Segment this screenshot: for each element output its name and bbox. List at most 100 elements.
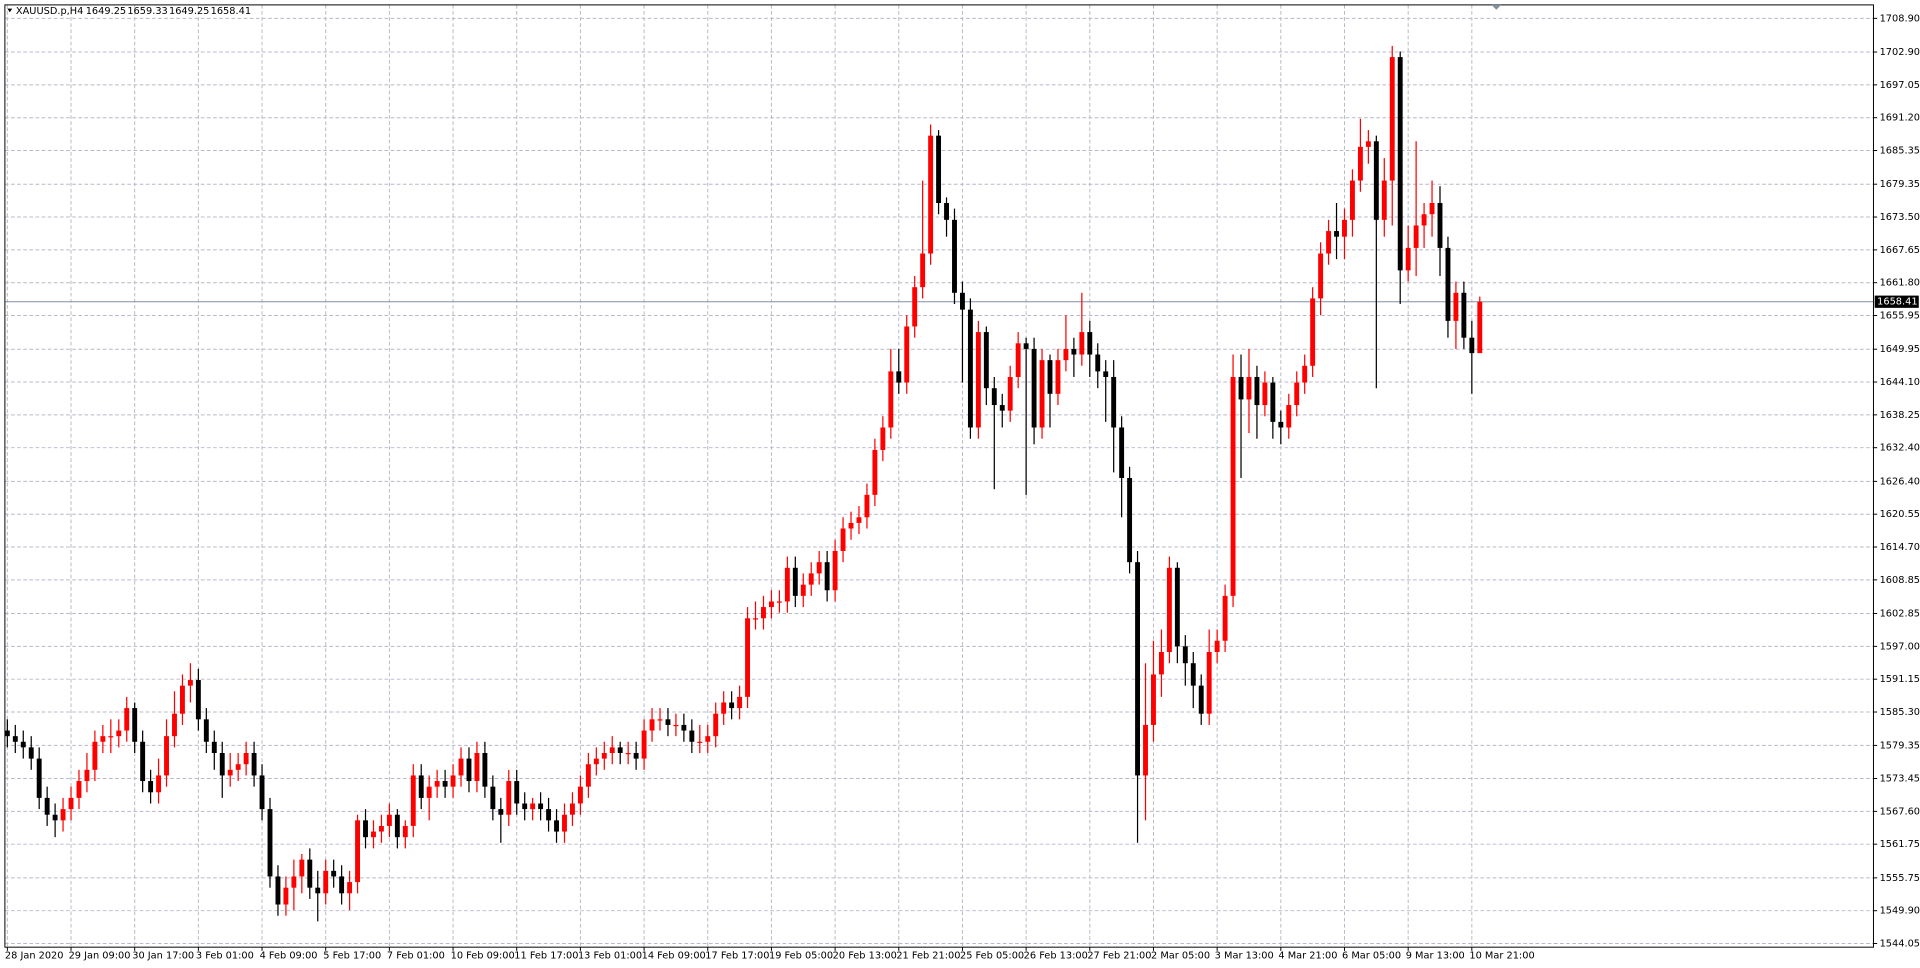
candle-body: [633, 752, 639, 759]
header-close: 1658.41: [211, 6, 251, 17]
candle-body: [52, 814, 58, 821]
candle-body: [617, 747, 623, 753]
candle-body: [1381, 180, 1387, 220]
candle-body: [824, 562, 830, 591]
current-price-box: [1874, 295, 1919, 308]
candle-body: [1031, 348, 1037, 428]
candle-body: [952, 219, 957, 293]
candle-body: [235, 764, 241, 770]
candle-body: [1461, 292, 1467, 338]
candle-body: [1079, 332, 1085, 355]
candle-body: [307, 859, 313, 888]
y-tick-label: 1620.55: [1880, 509, 1920, 520]
candle-body: [92, 741, 98, 770]
candle-body: [944, 203, 949, 220]
candle-body: [800, 584, 806, 596]
candle-body: [776, 601, 782, 603]
y-tick-label: 1638.25: [1880, 410, 1920, 421]
candle-body: [180, 685, 185, 714]
candle-body: [1318, 253, 1324, 299]
x-tick-label: 14 Feb 09:00: [642, 951, 706, 962]
y-tick-label: 1655.95: [1880, 311, 1920, 322]
x-tick-label: 28 Jan 2020: [5, 951, 64, 962]
candle-body: [554, 820, 559, 832]
x-tick-label: 27 Feb 21:00: [1087, 951, 1151, 962]
candle-body: [450, 775, 456, 787]
candle-body: [991, 388, 997, 406]
candle-body: [745, 618, 750, 697]
header-low: 1649.25: [169, 6, 209, 17]
candle-body: [172, 713, 177, 737]
candle-body: [1397, 57, 1403, 271]
candle-body: [1111, 376, 1117, 428]
candle-body: [514, 781, 520, 804]
candle-body: [211, 741, 217, 753]
candle-body: [299, 859, 305, 877]
candle-body: [904, 326, 910, 383]
current-price-label: 1658.41: [1877, 297, 1917, 308]
candle-body: [1214, 640, 1220, 652]
candles: [4, 45, 1483, 922]
candle-body: [570, 803, 575, 815]
candle-body: [983, 332, 989, 389]
candle-body: [1158, 651, 1164, 675]
y-tick-label: 1597.00: [1880, 641, 1920, 652]
candle-body: [872, 449, 878, 495]
candle-body: [1270, 382, 1276, 422]
candle-body: [697, 741, 703, 743]
y-tick-label: 1614.70: [1880, 542, 1920, 553]
candle-body: [888, 371, 894, 428]
x-tick-label: 4 Mar 21:00: [1278, 951, 1337, 962]
candle-body: [1095, 354, 1101, 372]
candle-body: [148, 781, 154, 793]
candle-body: [1278, 421, 1284, 428]
candle-body: [792, 567, 798, 596]
candle-body: [203, 719, 209, 742]
candle-body: [315, 887, 321, 894]
candle-body: [227, 769, 233, 776]
x-tick-label: 10 Feb 09:00: [451, 951, 515, 962]
candle-body: [363, 820, 368, 838]
candle-body: [729, 702, 735, 709]
candle-body: [562, 814, 567, 832]
y-tick-label: 1579.35: [1880, 740, 1920, 751]
candle-body: [713, 713, 719, 737]
candle-body: [967, 309, 973, 428]
candle-body: [442, 781, 448, 787]
candle-body: [1238, 376, 1244, 400]
candle-body: [458, 758, 464, 776]
candle-body: [76, 781, 82, 798]
x-tick-label: 7 Feb 01:00: [387, 951, 445, 962]
plot-frame: [4, 4, 1874, 948]
symbol: XAUUSD.p,H4: [16, 6, 83, 17]
candle-body: [1206, 651, 1212, 714]
candle-body: [1222, 595, 1228, 641]
candle-body: [1119, 427, 1125, 478]
candle-body: [474, 752, 480, 782]
y-tick-label: 1608.85: [1880, 575, 1920, 586]
x-tick-label: 25 Feb 05:00: [960, 951, 1024, 962]
y-tick-label: 1673.50: [1880, 212, 1920, 223]
x-tick-label: 11 Feb 17:00: [514, 951, 578, 962]
candle-body: [737, 696, 743, 709]
x-tick-label: 3 Mar 13:00: [1215, 951, 1274, 962]
candle-body: [593, 758, 599, 765]
candle-body: [124, 708, 130, 731]
candle-body: [1477, 301, 1483, 354]
candle-body: [705, 736, 711, 742]
candle-body: [243, 752, 249, 765]
candle-body: [347, 882, 353, 894]
candle-body: [1127, 477, 1133, 563]
candle-body: [1103, 371, 1109, 377]
y-tick-label: 1626.40: [1880, 476, 1920, 487]
candle-body: [1063, 348, 1069, 361]
candle-body: [1286, 405, 1292, 428]
candle-body: [665, 719, 671, 725]
candle-body: [1143, 724, 1148, 776]
y-tick-label: 1702.90: [1880, 47, 1920, 58]
candle-body: [1429, 203, 1435, 215]
candle-body: [482, 752, 488, 787]
candle-body: [1453, 292, 1459, 321]
x-tick-label: 29 Jan 09:00: [69, 951, 131, 962]
